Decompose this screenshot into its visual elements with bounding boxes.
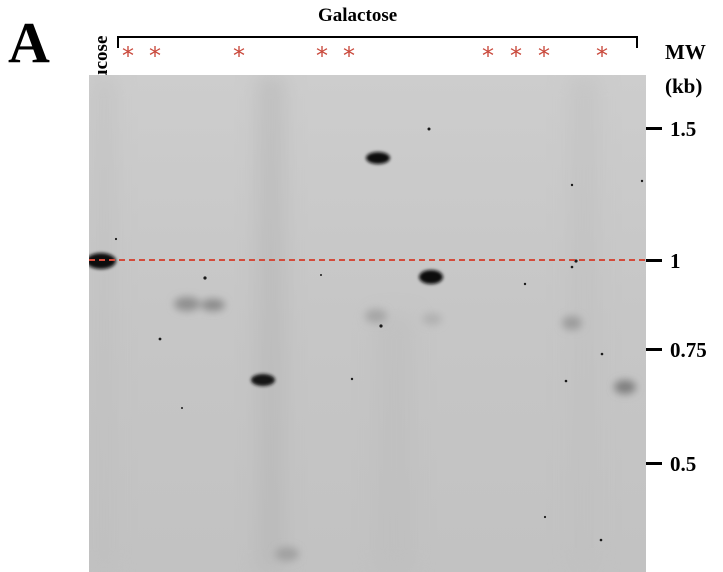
- strong-bands: [89, 152, 443, 386]
- band-lane-4: [201, 299, 225, 311]
- asterisk-lane-2: *: [149, 42, 161, 70]
- band-lane-19: [614, 380, 636, 394]
- band-lane-17: [562, 316, 582, 330]
- band-lane-7: [275, 547, 299, 561]
- asterisk-lane-1: *: [122, 42, 134, 70]
- band-lane-3: [174, 297, 200, 311]
- mw-label-1: 1: [670, 249, 681, 273]
- asterisk-lane-9: *: [343, 42, 355, 70]
- asterisk-lane-14: *: [482, 42, 494, 70]
- band-lane-13: [422, 313, 442, 325]
- mw-tick-0.75: [646, 348, 662, 351]
- blot-image: [89, 75, 646, 572]
- asterisk-lane-5: *: [233, 42, 245, 70]
- asterisk-lane-16: *: [538, 42, 550, 70]
- panel-label: A: [8, 10, 50, 75]
- mw-tick-0.5: [646, 462, 662, 465]
- galactose-bracket: [117, 36, 638, 48]
- mw-tick-1: [646, 259, 662, 262]
- mw-unit: (kb): [665, 74, 703, 98]
- mw-label-0.5: 0.5: [670, 452, 697, 476]
- mw-label-1.5: 1.5: [670, 117, 697, 141]
- band-lane-11: [365, 309, 387, 323]
- mw-tick-1.5: [646, 127, 662, 130]
- mw-label-0.75: 0.75: [670, 338, 707, 362]
- mw-title: MW: [665, 40, 706, 64]
- asterisk-lane-8: *: [316, 42, 328, 70]
- band-lane-6: [251, 374, 275, 386]
- band-lane-10: [366, 152, 390, 164]
- galactose-label: Galactose: [318, 5, 398, 26]
- asterisk-lane-18: *: [596, 42, 608, 70]
- faint-bands: [174, 297, 636, 561]
- band-lane-12: [419, 270, 443, 284]
- speckles: [114, 127, 644, 542]
- asterisk-lane-15: *: [510, 42, 522, 70]
